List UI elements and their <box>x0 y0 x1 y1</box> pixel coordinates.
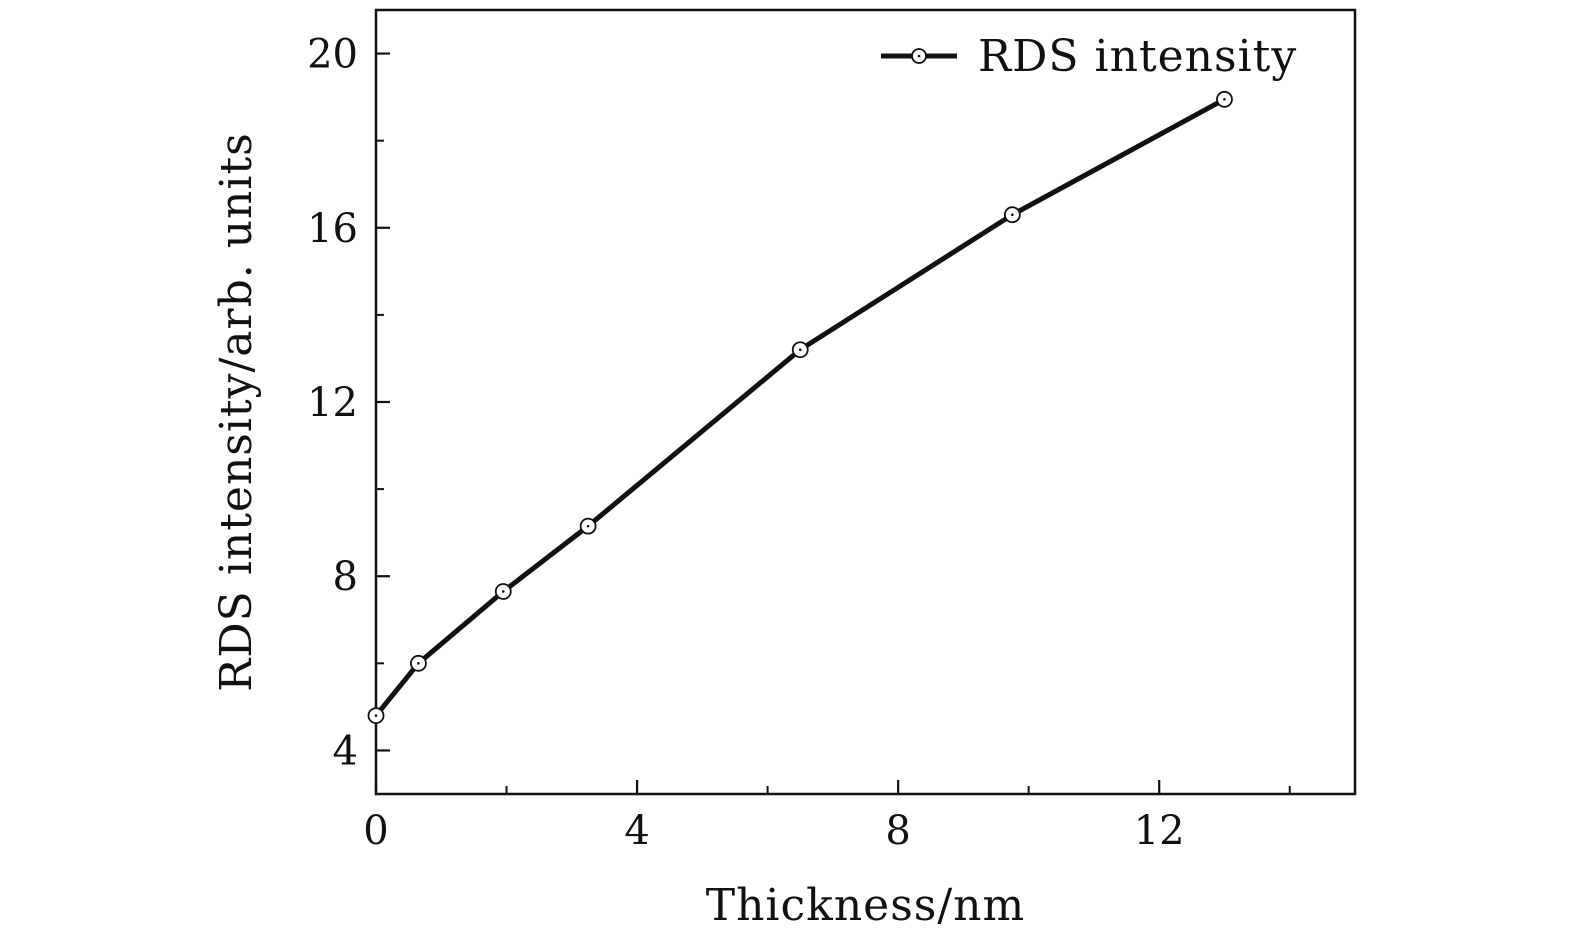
data-point-center <box>586 524 590 528</box>
legend-label: RDS intensity <box>978 31 1297 82</box>
y-axis-label: RDS intensity/arb. units <box>211 132 262 691</box>
data-point-center <box>374 714 378 717</box>
y-tick-label: 8 <box>333 554 358 600</box>
legend-marker-dot <box>917 54 921 58</box>
x-axis-label: Thickness/nm <box>706 880 1025 931</box>
series-layer <box>367 90 1233 724</box>
y-tick-label: 12 <box>307 380 358 426</box>
ticks-layer <box>374 52 1291 794</box>
x-tick-label: 8 <box>885 808 910 854</box>
data-point-center <box>417 662 420 665</box>
x-tick-label: 12 <box>1134 808 1185 854</box>
data-point-center <box>1223 97 1226 101</box>
legend: RDS intensity <box>881 31 1297 82</box>
x-tick-label: 4 <box>624 808 649 854</box>
y-tick-label: 4 <box>333 728 358 774</box>
y-tick-label: 16 <box>307 206 358 252</box>
y-tick-label: 20 <box>307 32 358 78</box>
plot-frame <box>374 8 1357 796</box>
series-line <box>373 96 1227 719</box>
data-point-center <box>798 348 802 352</box>
x-tick-label: 0 <box>363 808 388 854</box>
data-point-center <box>501 590 505 593</box>
data-point-center <box>1011 213 1014 217</box>
